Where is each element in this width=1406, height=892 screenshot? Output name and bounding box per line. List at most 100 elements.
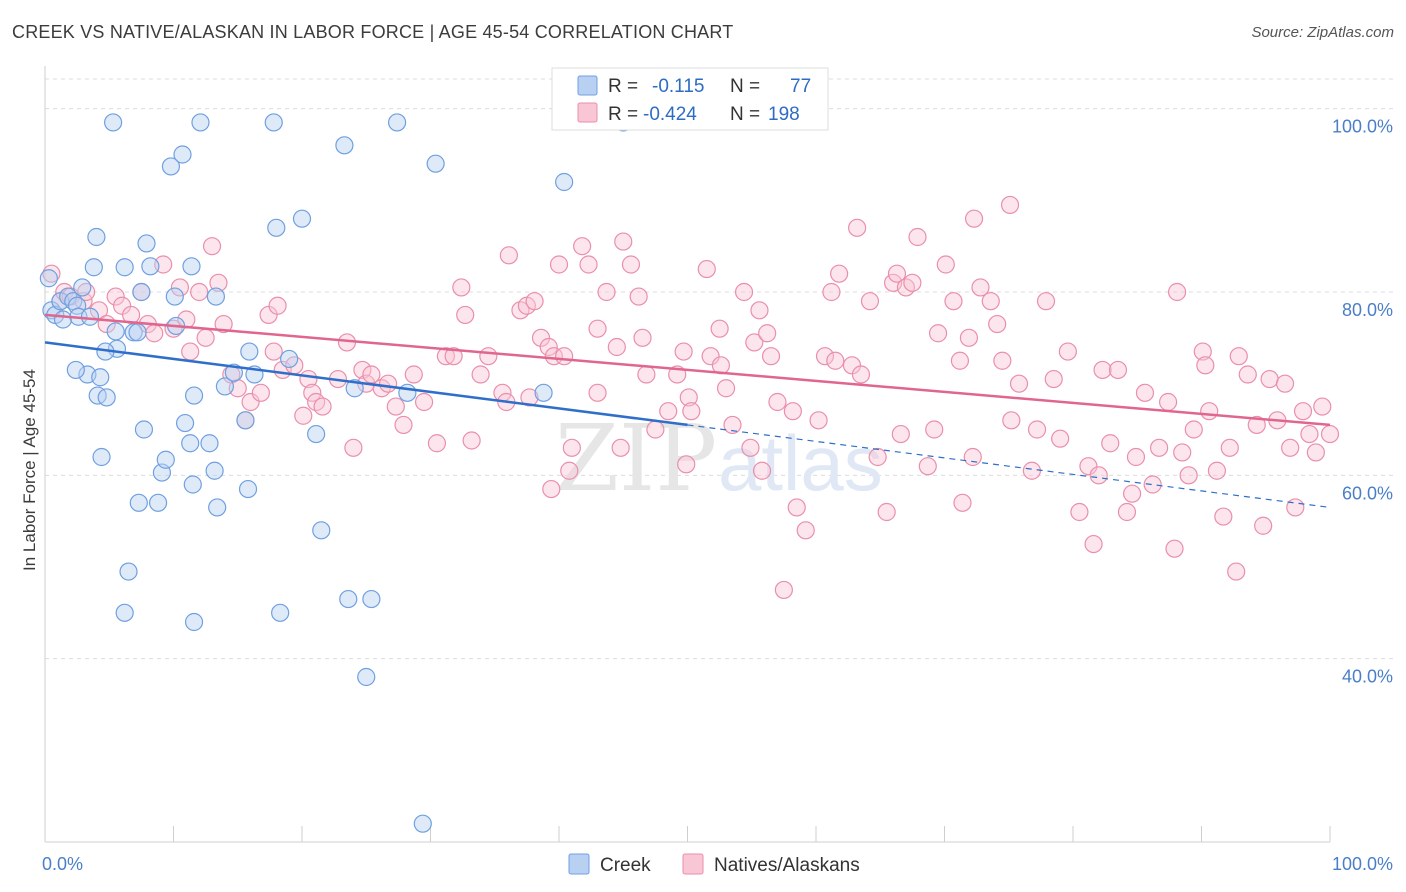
native-point-21 (202, 237, 222, 256)
native-point-44 (362, 365, 381, 384)
native-point-168 (1227, 562, 1246, 581)
native-point-129 (944, 292, 963, 311)
creek-point-54 (236, 411, 255, 430)
native-point-159 (1165, 539, 1184, 558)
native-point-106 (768, 392, 787, 412)
native-point-16 (170, 278, 190, 297)
native-point-92 (682, 402, 701, 421)
native-point-49 (404, 365, 423, 384)
native-point-189 (1196, 356, 1215, 375)
creek-point-53 (238, 479, 258, 499)
legend-swatch-native (577, 102, 598, 123)
native-point-108 (783, 402, 802, 421)
native-point-125 (903, 273, 922, 292)
native-point-146 (1070, 502, 1089, 522)
creek-point-4 (53, 310, 73, 329)
native-point-143 (1044, 369, 1063, 389)
creek-point-37 (165, 287, 184, 306)
native-point-126 (918, 457, 937, 476)
native-point-69 (542, 479, 561, 499)
native-point-114 (826, 351, 845, 370)
native-point-53 (444, 347, 463, 366)
creek-point-67 (357, 667, 376, 687)
native-point-84 (633, 328, 652, 347)
native-point-157 (1149, 438, 1169, 457)
native-point-30 (264, 342, 283, 361)
native-point-76 (588, 319, 607, 338)
creek-points (39, 113, 633, 833)
native-point-95 (710, 319, 729, 338)
native-point-133 (963, 447, 982, 467)
native-point-97 (716, 379, 736, 398)
creek-point-41 (182, 257, 201, 276)
creek-point-61 (292, 209, 312, 228)
native-point-148 (1084, 534, 1103, 554)
native-point-48 (394, 415, 413, 435)
creek-point-49 (205, 461, 224, 480)
legend-r-native: -0.424 (643, 104, 697, 125)
native-point-28 (251, 383, 270, 402)
native-point-109 (787, 498, 806, 517)
native-point-184 (964, 209, 984, 228)
legend-r-label-creek: R = (608, 76, 638, 97)
y-tick-label-60: 60.0% (1342, 483, 1393, 503)
y-tick-label-100: 100.0% (1332, 117, 1393, 137)
series-legend: Creek Natives/Alaskans (568, 853, 860, 876)
native-point-89 (674, 342, 693, 361)
native-point-104 (758, 324, 777, 343)
creek-point-55 (240, 342, 259, 361)
native-trend-line (44, 313, 1331, 427)
creek-point-73 (534, 383, 553, 402)
creek-point-42 (184, 612, 204, 632)
native-point-179 (1300, 424, 1319, 444)
creek-point-57 (264, 113, 283, 132)
native-point-166 (1214, 507, 1233, 526)
native-point-163 (1193, 342, 1212, 361)
creek-point-71 (413, 814, 432, 833)
native-point-118 (851, 365, 871, 384)
creek-point-31 (137, 234, 156, 253)
creek-point-43 (175, 413, 195, 433)
native-point-119 (860, 292, 880, 311)
native-point-128 (936, 255, 955, 274)
native-point-176 (1281, 438, 1300, 457)
creek-point-46 (191, 113, 210, 132)
x-tick-label-min: 0.0% (42, 854, 83, 874)
legend-n-label-native: N = (730, 104, 760, 125)
native-point-77 (588, 383, 607, 402)
creek-point-26 (124, 323, 143, 342)
native-point-74 (573, 237, 592, 256)
native-point-50 (414, 392, 434, 412)
native-point-22 (209, 273, 228, 292)
native-point-79 (607, 337, 626, 357)
native-point-161 (1179, 466, 1198, 485)
native-point-138 (1002, 411, 1021, 430)
native-points (42, 195, 1340, 600)
creek-point-45 (183, 475, 202, 494)
trend-lines (44, 313, 1331, 509)
legend-r-creek: -0.115 (652, 76, 704, 97)
creek-point-72 (426, 154, 445, 173)
creek-point-48 (200, 434, 219, 453)
creek-point-18 (104, 113, 123, 132)
native-point-171 (1247, 415, 1266, 435)
native-point-162 (1184, 420, 1203, 439)
native-point-75 (579, 255, 598, 274)
native-point-110 (796, 521, 815, 540)
native-point-55 (456, 305, 475, 325)
creek-point-25 (115, 603, 134, 622)
native-point-181 (1313, 397, 1332, 416)
native-point-86 (646, 420, 665, 439)
native-point-67 (539, 337, 558, 357)
native-point-160 (1173, 443, 1192, 462)
y-tick-label-40: 40.0% (1342, 667, 1393, 687)
bottom-legend-swatch-creek (568, 853, 590, 875)
native-point-52 (436, 347, 456, 366)
creek-point-17 (66, 360, 85, 380)
creek-point-27 (128, 323, 147, 342)
native-point-134 (971, 278, 990, 297)
native-point-54 (452, 278, 471, 297)
native-point-142 (1036, 292, 1056, 311)
native-point-101 (745, 333, 764, 352)
